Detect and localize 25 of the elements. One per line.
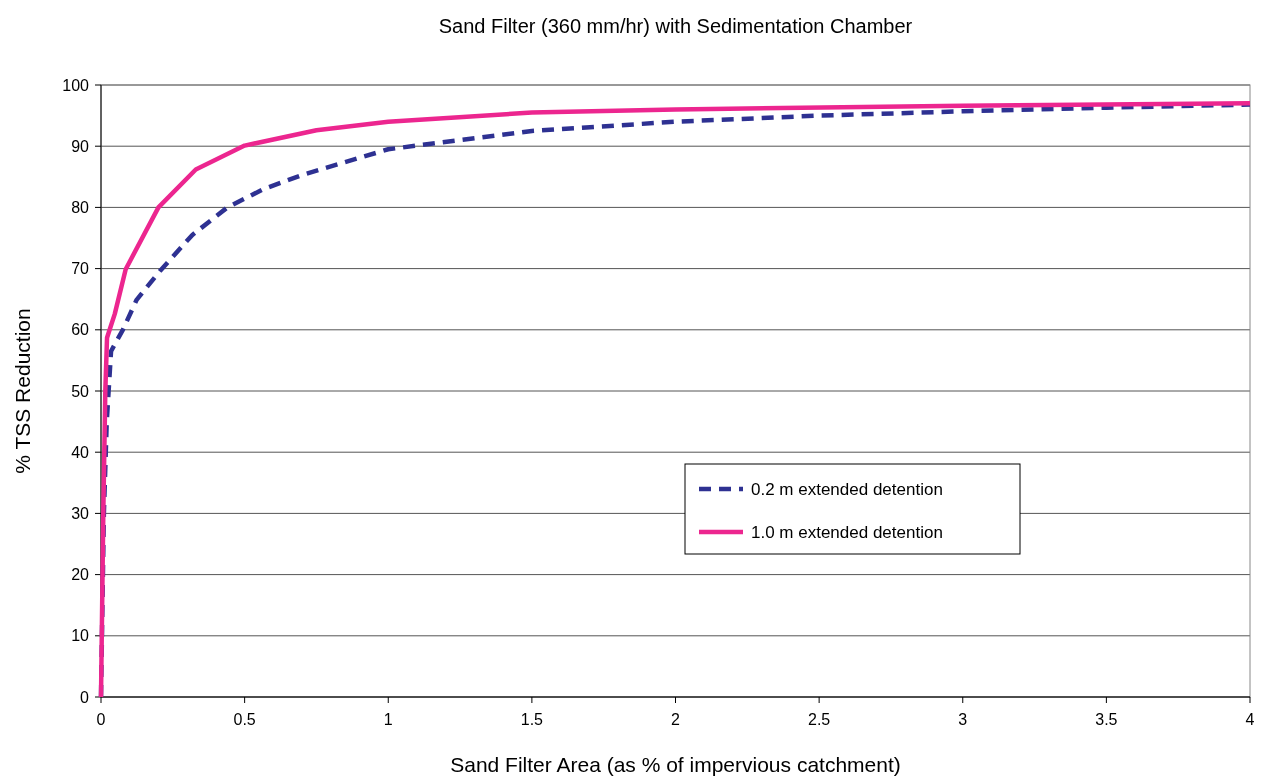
y-tick-label: 60 <box>71 321 90 339</box>
x-tick-label: 0.5 <box>233 711 256 728</box>
y-tick-label: 0 <box>80 688 90 706</box>
x-tick-label: 3.5 <box>1095 711 1118 728</box>
y-tick-label: 20 <box>71 566 90 584</box>
x-tick-label: 2 <box>671 711 681 728</box>
y-tick-label: 30 <box>71 505 90 522</box>
x-tick-label: 3 <box>958 711 968 728</box>
x-axis-title: Sand Filter Area (as % of impervious catchment) <box>450 753 901 776</box>
y-tick-label: 100 <box>62 76 90 94</box>
x-tick-label: 0 <box>96 711 106 728</box>
y-tick-label: 40 <box>71 443 90 461</box>
x-tick-label: 4 <box>1245 711 1255 728</box>
y-tick-label: 50 <box>71 382 90 400</box>
chart-title: Sand Filter (360 mm/hr) with Sedimentation Chamber <box>438 15 913 37</box>
x-tick-label: 2.5 <box>808 711 831 728</box>
y-tick-label: 10 <box>71 627 90 645</box>
y-axis-title: % TSS Reduction <box>11 308 34 474</box>
legend-label: 1.0 m extended detention <box>751 522 943 542</box>
legend-label: 0.2 m extended detention <box>751 479 943 499</box>
y-tick-label: 90 <box>71 137 90 155</box>
y-tick-label: 80 <box>71 199 90 216</box>
x-tick-label: 1.5 <box>520 711 544 728</box>
x-tick-label: 1 <box>383 711 393 728</box>
y-tick-label: 70 <box>71 260 90 278</box>
